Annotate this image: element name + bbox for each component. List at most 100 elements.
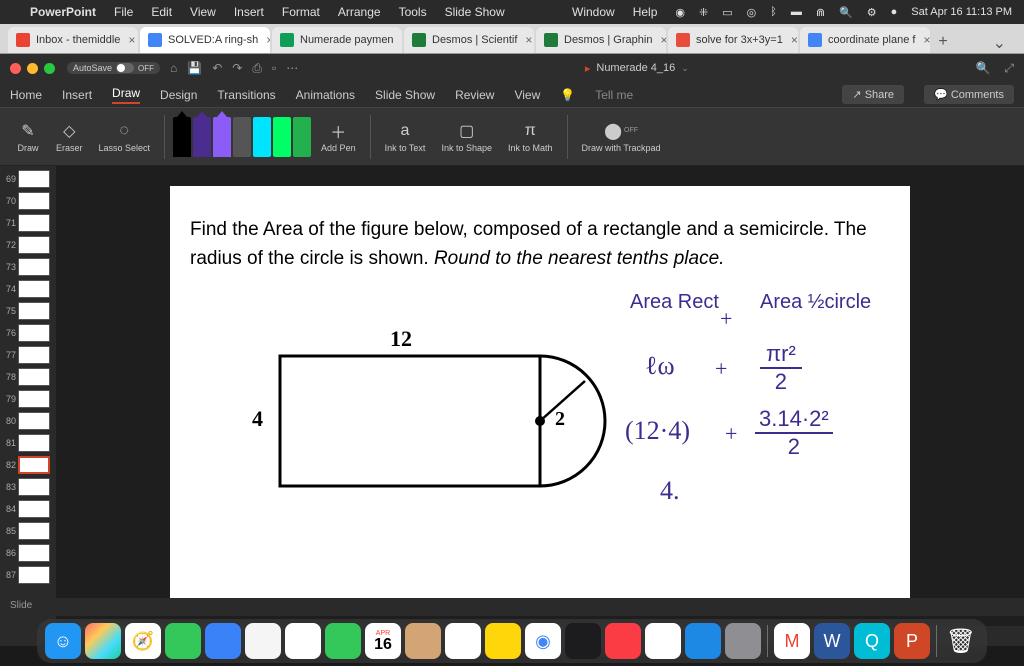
save-icon[interactable]: 💾 <box>187 61 202 75</box>
new-tab-button[interactable]: + <box>932 31 954 53</box>
dock-messages-icon[interactable] <box>165 623 201 659</box>
dock-word-icon[interactable]: W <box>814 623 850 659</box>
minimize-window-button[interactable] <box>27 63 38 74</box>
document-title[interactable]: Numerade 4_16 <box>596 62 675 74</box>
ink-to-shape-button[interactable]: ▢Ink to Shape <box>435 121 498 153</box>
browser-tab[interactable]: coordinate plane f× <box>800 27 930 53</box>
tab-view[interactable]: View <box>514 88 540 102</box>
menubar-app-name[interactable]: PowerPoint <box>30 5 96 19</box>
menubar-datetime[interactable]: Sat Apr 16 11:13 PM <box>911 6 1012 18</box>
user-icon[interactable]: ● <box>891 6 898 18</box>
close-icon[interactable]: × <box>923 33 930 47</box>
highlighter-green[interactable] <box>293 117 311 157</box>
slide-thumbnail[interactable]: 76 <box>2 324 54 342</box>
slide-thumbnail[interactable]: 70 <box>2 192 54 210</box>
pen-black[interactable] <box>173 117 191 157</box>
close-icon[interactable]: × <box>128 33 135 47</box>
control-icon[interactable]: ⁜ <box>699 6 708 19</box>
search-icon[interactable]: 🔍 <box>975 61 990 76</box>
browser-tab[interactable]: Desmos | Graphin× <box>536 27 666 53</box>
wifi-icon[interactable]: ⋒ <box>816 6 825 19</box>
browser-tab[interactable]: Inbox - themiddle× <box>8 27 138 53</box>
target-icon[interactable]: ◎ <box>747 6 757 19</box>
tab-insert[interactable]: Insert <box>62 88 92 102</box>
tell-me-search[interactable]: Tell me <box>595 88 633 102</box>
bluetooth-icon[interactable]: ᛒ <box>770 6 777 18</box>
print-icon[interactable]: ⎙ <box>252 61 262 76</box>
dock-news-icon[interactable] <box>645 623 681 659</box>
dock-tv-icon[interactable] <box>565 623 601 659</box>
menu-edit[interactable]: Edit <box>151 5 172 19</box>
slide-thumbnail[interactable]: 83 <box>2 478 54 496</box>
browser-tab[interactable]: solve for 3x+3y=1× <box>668 27 798 53</box>
record-icon[interactable]: ◉ <box>675 6 685 19</box>
eraser-tool[interactable]: ◇Eraser <box>50 121 89 153</box>
menu-slideshow[interactable]: Slide Show <box>445 5 505 19</box>
tellme-icon[interactable]: 💡 <box>560 88 575 102</box>
dock-safari-icon[interactable]: 🧭 <box>125 623 161 659</box>
dock-mail-icon[interactable] <box>205 623 241 659</box>
pen-purple[interactable] <box>213 117 231 157</box>
close-icon[interactable]: × <box>791 33 798 47</box>
dock-photos-icon[interactable] <box>285 623 321 659</box>
slide-thumbnail[interactable]: 79 <box>2 390 54 408</box>
slide-thumbnail[interactable]: 71 <box>2 214 54 232</box>
dock-calendar-icon[interactable]: APR16 <box>365 623 401 659</box>
tab-draw[interactable]: Draw <box>112 86 140 104</box>
close-icon[interactable]: × <box>266 33 270 47</box>
dock-finder-icon[interactable]: ☺ <box>45 623 81 659</box>
ink-to-math-button[interactable]: πInk to Math <box>502 121 559 153</box>
slide-thumbnail[interactable]: 86 <box>2 544 54 562</box>
menu-help[interactable]: Help <box>633 5 658 19</box>
close-icon[interactable]: × <box>525 33 532 47</box>
menu-file[interactable]: File <box>114 5 133 19</box>
dock-maps-icon[interactable] <box>245 623 281 659</box>
menu-window[interactable]: Window <box>572 5 615 19</box>
dock-facetime-icon[interactable] <box>325 623 361 659</box>
highlighter-cyan[interactable] <box>253 117 271 157</box>
draw-tool[interactable]: ✎Draw <box>10 121 46 153</box>
dock-gmail-icon[interactable]: M <box>774 623 810 659</box>
dock-reminders-icon[interactable] <box>445 623 481 659</box>
control-center-icon[interactable]: ⚙ <box>867 6 877 19</box>
slide-thumbnail[interactable]: 77 <box>2 346 54 364</box>
slide-thumbnails[interactable]: 69707172737475767778798081828384858687 <box>0 166 56 626</box>
highlighter-gray[interactable] <box>233 117 251 157</box>
slide-thumbnail[interactable]: 84 <box>2 500 54 518</box>
lasso-tool[interactable]: ◌Lasso Select <box>93 121 157 153</box>
tab-review[interactable]: Review <box>455 88 494 102</box>
slide-thumbnail[interactable]: 78 <box>2 368 54 386</box>
slide-thumbnail[interactable]: 82 <box>2 456 54 474</box>
dock-notes-icon[interactable] <box>485 623 521 659</box>
dock-launchpad-icon[interactable] <box>85 623 121 659</box>
battery-icon[interactable]: ▬ <box>791 6 802 18</box>
browser-tab[interactable]: Numerade paymen× <box>272 27 402 53</box>
maximize-window-button[interactable] <box>44 63 55 74</box>
undo-icon[interactable]: ↶ <box>212 61 222 75</box>
redo-icon[interactable]: ↷ <box>232 61 242 75</box>
slide-thumbnail[interactable]: 80 <box>2 412 54 430</box>
share-button[interactable]: ↗ Share <box>842 85 904 104</box>
tab-dropdown-button[interactable]: ⌄ <box>983 33 1016 53</box>
dock-trash-icon[interactable]: 🗑 <box>943 623 979 659</box>
dock-settings-icon[interactable] <box>725 623 761 659</box>
browser-tab[interactable]: Desmos | Scientif× <box>404 27 534 53</box>
close-icon[interactable]: × <box>660 33 666 47</box>
comments-button[interactable]: 💬 Comments <box>924 85 1014 104</box>
dock-music-icon[interactable] <box>605 623 641 659</box>
highlighter-lime[interactable] <box>273 117 291 157</box>
menu-tools[interactable]: Tools <box>399 5 427 19</box>
dock-chrome-icon[interactable]: ◉ <box>525 623 561 659</box>
home-icon[interactable]: ⌂ <box>170 61 177 75</box>
dock-powerpoint-icon[interactable]: P <box>894 623 930 659</box>
menu-format[interactable]: Format <box>282 5 320 19</box>
slide-thumbnail[interactable]: 75 <box>2 302 54 320</box>
new-icon[interactable]: ▫ <box>272 61 276 75</box>
search-icon[interactable]: 🔍 <box>839 6 853 19</box>
expand-icon[interactable]: ⤢ <box>1004 61 1014 76</box>
slide-thumbnail[interactable]: 74 <box>2 280 54 298</box>
tab-transitions[interactable]: Transitions <box>217 88 275 102</box>
pen-darkpurple[interactable] <box>193 117 211 157</box>
slide-thumbnail[interactable]: 85 <box>2 522 54 540</box>
close-window-button[interactable] <box>10 63 21 74</box>
